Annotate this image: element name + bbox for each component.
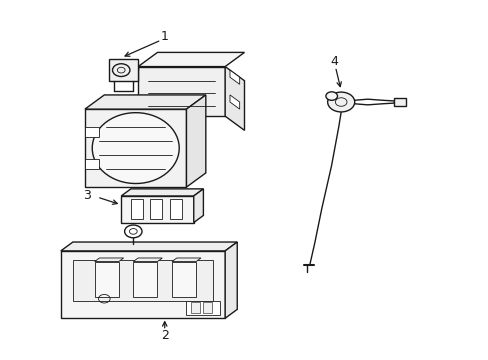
Polygon shape: [229, 95, 239, 109]
Text: 1: 1: [161, 30, 168, 43]
Polygon shape: [95, 258, 123, 261]
Polygon shape: [85, 127, 99, 138]
Polygon shape: [224, 67, 244, 130]
Polygon shape: [193, 189, 203, 222]
Polygon shape: [203, 302, 212, 313]
Text: 4: 4: [329, 55, 337, 68]
Text: 2: 2: [161, 329, 168, 342]
Polygon shape: [229, 70, 239, 84]
Polygon shape: [172, 261, 196, 297]
Polygon shape: [92, 113, 179, 184]
Polygon shape: [61, 242, 237, 251]
Polygon shape: [186, 301, 220, 315]
Polygon shape: [85, 159, 99, 169]
Polygon shape: [61, 251, 224, 318]
Polygon shape: [133, 261, 157, 297]
Polygon shape: [121, 189, 203, 196]
Polygon shape: [131, 199, 142, 219]
Polygon shape: [95, 261, 119, 297]
Polygon shape: [138, 53, 244, 67]
Polygon shape: [172, 258, 201, 261]
Text: 3: 3: [83, 189, 91, 202]
Polygon shape: [150, 199, 162, 219]
Polygon shape: [186, 95, 205, 187]
Polygon shape: [85, 109, 186, 187]
Polygon shape: [133, 258, 162, 261]
Polygon shape: [121, 196, 193, 222]
Polygon shape: [393, 98, 406, 106]
Polygon shape: [73, 260, 213, 301]
Polygon shape: [85, 95, 205, 109]
Polygon shape: [109, 59, 138, 81]
Polygon shape: [224, 242, 237, 318]
Polygon shape: [169, 199, 181, 219]
Circle shape: [327, 92, 354, 112]
Polygon shape: [191, 302, 200, 313]
Circle shape: [325, 92, 337, 100]
Polygon shape: [138, 67, 224, 116]
